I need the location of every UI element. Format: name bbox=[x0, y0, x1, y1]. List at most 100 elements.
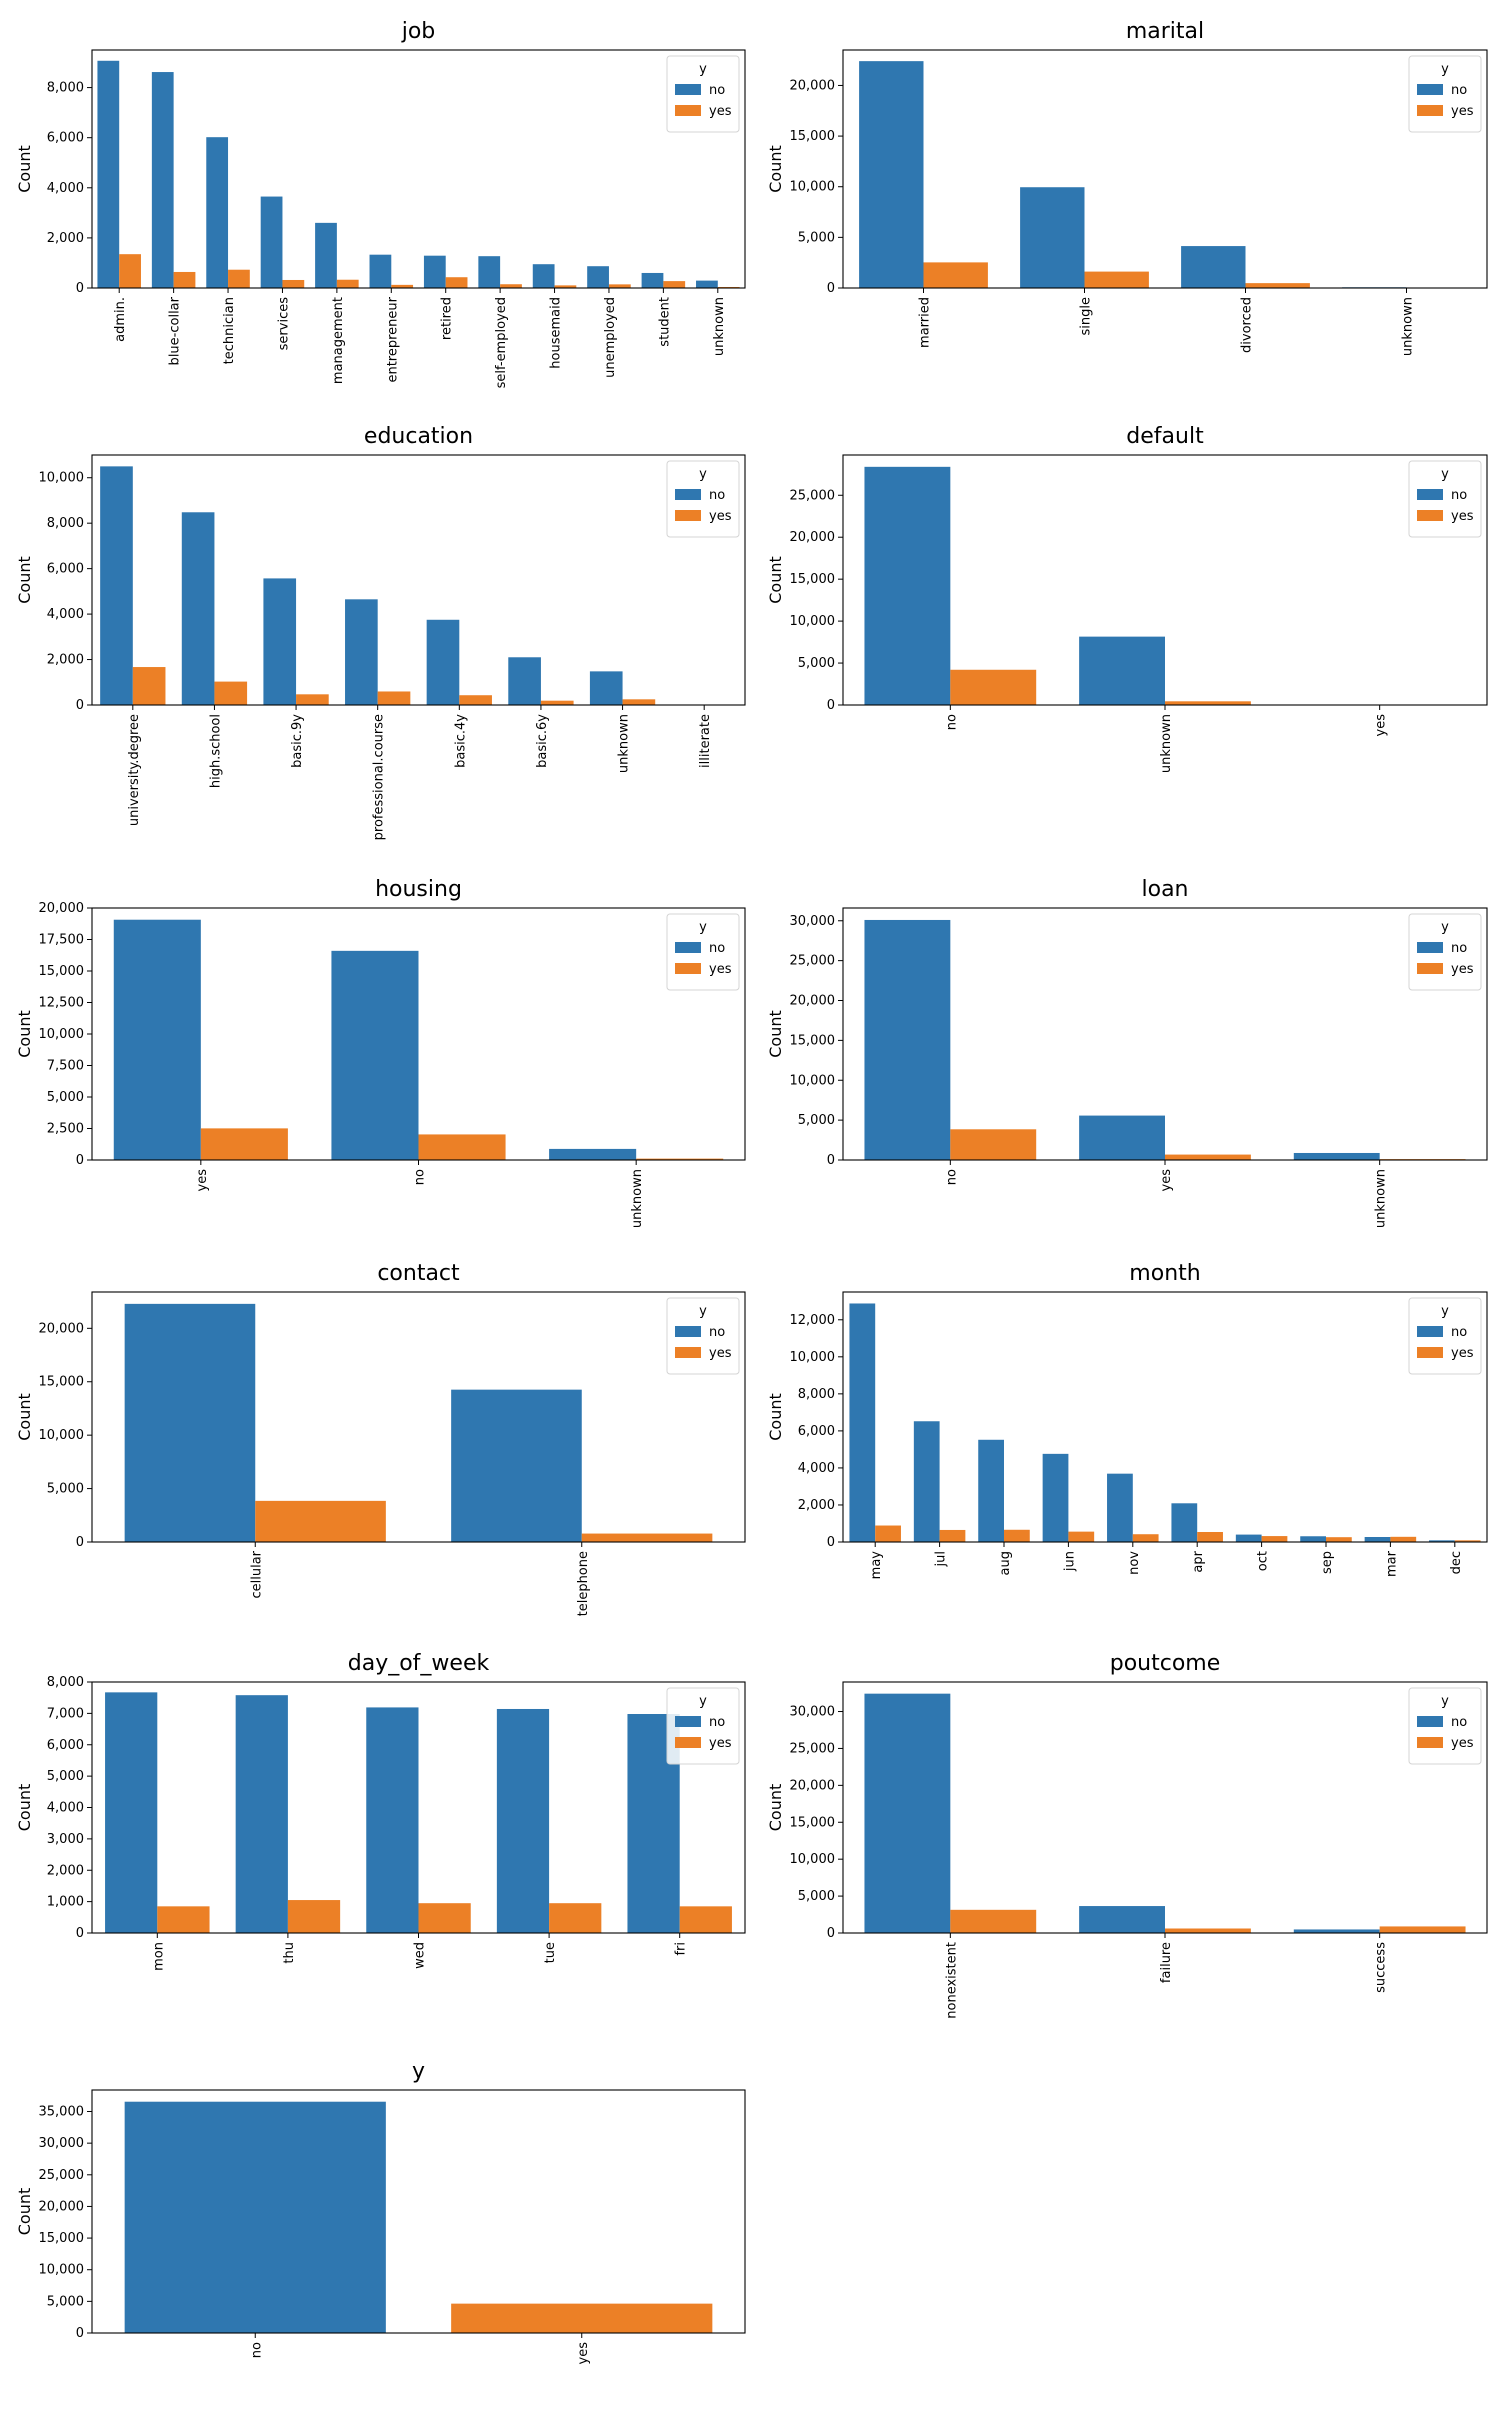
bar-yes-no bbox=[950, 1129, 1037, 1160]
x-tick-label: unemployed bbox=[603, 297, 618, 378]
bar-no-unknown bbox=[589, 671, 623, 705]
y-tick-label: 10,000 bbox=[790, 1852, 836, 1867]
bar-yes-unknown bbox=[636, 1158, 724, 1160]
bar-yes-admin. bbox=[119, 254, 141, 288]
x-tick-label: yes bbox=[195, 1169, 210, 1192]
y-tick-label: 30,000 bbox=[790, 1705, 836, 1720]
legend-label-no: no bbox=[1451, 488, 1467, 503]
legend-swatch-no bbox=[1417, 1326, 1443, 1337]
legend-label-yes: yes bbox=[709, 104, 732, 119]
bar-yes-professional.course bbox=[377, 691, 411, 705]
bar-yes-student bbox=[663, 281, 686, 288]
x-tick-label: jul bbox=[934, 1551, 949, 1567]
y-tick-label: 2,000 bbox=[798, 1498, 835, 1513]
y-tick-label: 15,000 bbox=[790, 129, 836, 144]
y-tick-label: 10,000 bbox=[790, 1350, 836, 1365]
legend-label-yes: yes bbox=[709, 1346, 732, 1361]
y-tick-label: 5,000 bbox=[798, 1113, 835, 1128]
x-tick-label: yes bbox=[1159, 1169, 1174, 1192]
bar-yes-retired bbox=[445, 277, 468, 288]
legend-label-no: no bbox=[1451, 1325, 1467, 1340]
chart-title: y bbox=[412, 2059, 425, 2084]
x-tick-label: retired bbox=[440, 297, 455, 340]
x-tick-label: aug bbox=[998, 1551, 1013, 1575]
legend-swatch-yes bbox=[675, 1347, 701, 1358]
legend-title: y bbox=[699, 62, 707, 77]
bar-no-may bbox=[849, 1303, 876, 1542]
bar-yes-divorced bbox=[1245, 283, 1310, 288]
y-tick-label: 20,000 bbox=[39, 901, 85, 916]
y-tick-label: 35,000 bbox=[39, 2105, 85, 2120]
bar-yes-oct bbox=[1261, 1536, 1288, 1542]
chart-loan: 0 5,000 10,000 15,000 20,000 25,000 30,000 Coun… bbox=[766, 877, 1488, 1228]
bar-no-married bbox=[859, 61, 924, 288]
bar-no-failure bbox=[1079, 1906, 1165, 1933]
chart-month: 0 2,000 4,000 6,000 8,000 10,000 12,000 Count ma… bbox=[766, 1261, 1488, 1579]
chart-housing: 0 2,500 5,000 7,500 10,000 12,500 15,000 17,500… bbox=[15, 877, 746, 1228]
x-tick-label: basic.4y bbox=[453, 714, 468, 768]
y-tick-label: 12,500 bbox=[39, 996, 85, 1011]
bar-no-retired bbox=[423, 255, 446, 288]
y-tick-label: 5,000 bbox=[798, 230, 835, 245]
bar-no-no bbox=[331, 950, 419, 1160]
y-tick-label: 20,000 bbox=[790, 530, 836, 545]
legend-swatch-no bbox=[1417, 1716, 1443, 1727]
legend-label-yes: yes bbox=[1451, 1346, 1474, 1361]
y-tick-label: 8,000 bbox=[47, 81, 84, 96]
x-tick-label: dec bbox=[1449, 1551, 1464, 1574]
legend-swatch-yes bbox=[1417, 510, 1443, 521]
legend-swatch-no bbox=[675, 489, 701, 500]
chart-contact: 0 5,000 10,000 15,000 20,000 Count cellular tel… bbox=[15, 1261, 746, 1616]
x-tick-label: unknown bbox=[1401, 297, 1416, 356]
y-tick-label: 2,000 bbox=[47, 653, 84, 668]
x-tick-label: apr bbox=[1191, 1550, 1206, 1572]
bar-yes-no bbox=[950, 669, 1037, 705]
y-tick-label: 6,000 bbox=[798, 1424, 835, 1439]
chart-title: contact bbox=[377, 1261, 460, 1286]
y-tick-label: 8,000 bbox=[798, 1387, 835, 1402]
y-tick-label: 3,000 bbox=[47, 1832, 84, 1847]
bar-no-mon bbox=[105, 1692, 158, 1933]
bar-yes-fri bbox=[679, 1906, 732, 1933]
x-tick-label: no bbox=[249, 2342, 264, 2358]
chart-default: 0 5,000 10,000 15,000 20,000 25,000 Count no unk… bbox=[766, 424, 1488, 773]
bar-no-no bbox=[864, 919, 951, 1160]
y-tick-label: 10,000 bbox=[39, 2263, 85, 2278]
legend-label-yes: yes bbox=[1451, 104, 1474, 119]
x-tick-label: cellular bbox=[249, 1550, 264, 1598]
y-tick-label: 15,000 bbox=[39, 964, 85, 979]
y-tick-label: 15,000 bbox=[790, 1033, 836, 1048]
y-axis-label: Count bbox=[15, 1393, 34, 1441]
bar-yes-basic.6y bbox=[540, 700, 574, 705]
legend-swatch-yes bbox=[1417, 963, 1443, 974]
y-tick-label: 25,000 bbox=[790, 1741, 836, 1756]
y-tick-label: 10,000 bbox=[790, 1073, 836, 1088]
y-tick-label: 0 bbox=[827, 1926, 835, 1941]
x-tick-label: yes bbox=[1374, 714, 1389, 737]
x-tick-label: tue bbox=[543, 1942, 558, 1963]
legend-swatch-yes bbox=[675, 105, 701, 116]
bar-no-cellular bbox=[124, 1303, 256, 1542]
x-tick-label: mar bbox=[1384, 1550, 1399, 1577]
legend-swatch-yes bbox=[1417, 1737, 1443, 1748]
y-tick-label: 0 bbox=[827, 698, 835, 713]
legend-swatch-no bbox=[675, 84, 701, 95]
x-tick-label: jun bbox=[1062, 1551, 1077, 1572]
bar-no-telephone bbox=[451, 1389, 582, 1542]
x-tick-label: mon bbox=[151, 1942, 166, 1971]
x-tick-label: no bbox=[413, 1169, 428, 1185]
y-tick-label: 2,500 bbox=[47, 1122, 84, 1137]
y-tick-label: 20,000 bbox=[39, 2199, 85, 2214]
bar-yes-university.degree bbox=[132, 667, 166, 705]
legend-swatch-yes bbox=[1417, 105, 1443, 116]
x-tick-label: married bbox=[918, 297, 933, 348]
bar-yes-technician bbox=[228, 269, 250, 288]
bar-no-unknown bbox=[1079, 636, 1165, 705]
bar-no-dec bbox=[1429, 1540, 1455, 1542]
chart-title: day_of_week bbox=[348, 1651, 490, 1676]
legend-label-yes: yes bbox=[709, 1736, 732, 1751]
chart-day_of_week: 0 1,000 2,000 3,000 4,000 5,000 6,000 7,000 8,00… bbox=[15, 1651, 746, 1971]
y-tick-label: 15,000 bbox=[790, 572, 836, 587]
